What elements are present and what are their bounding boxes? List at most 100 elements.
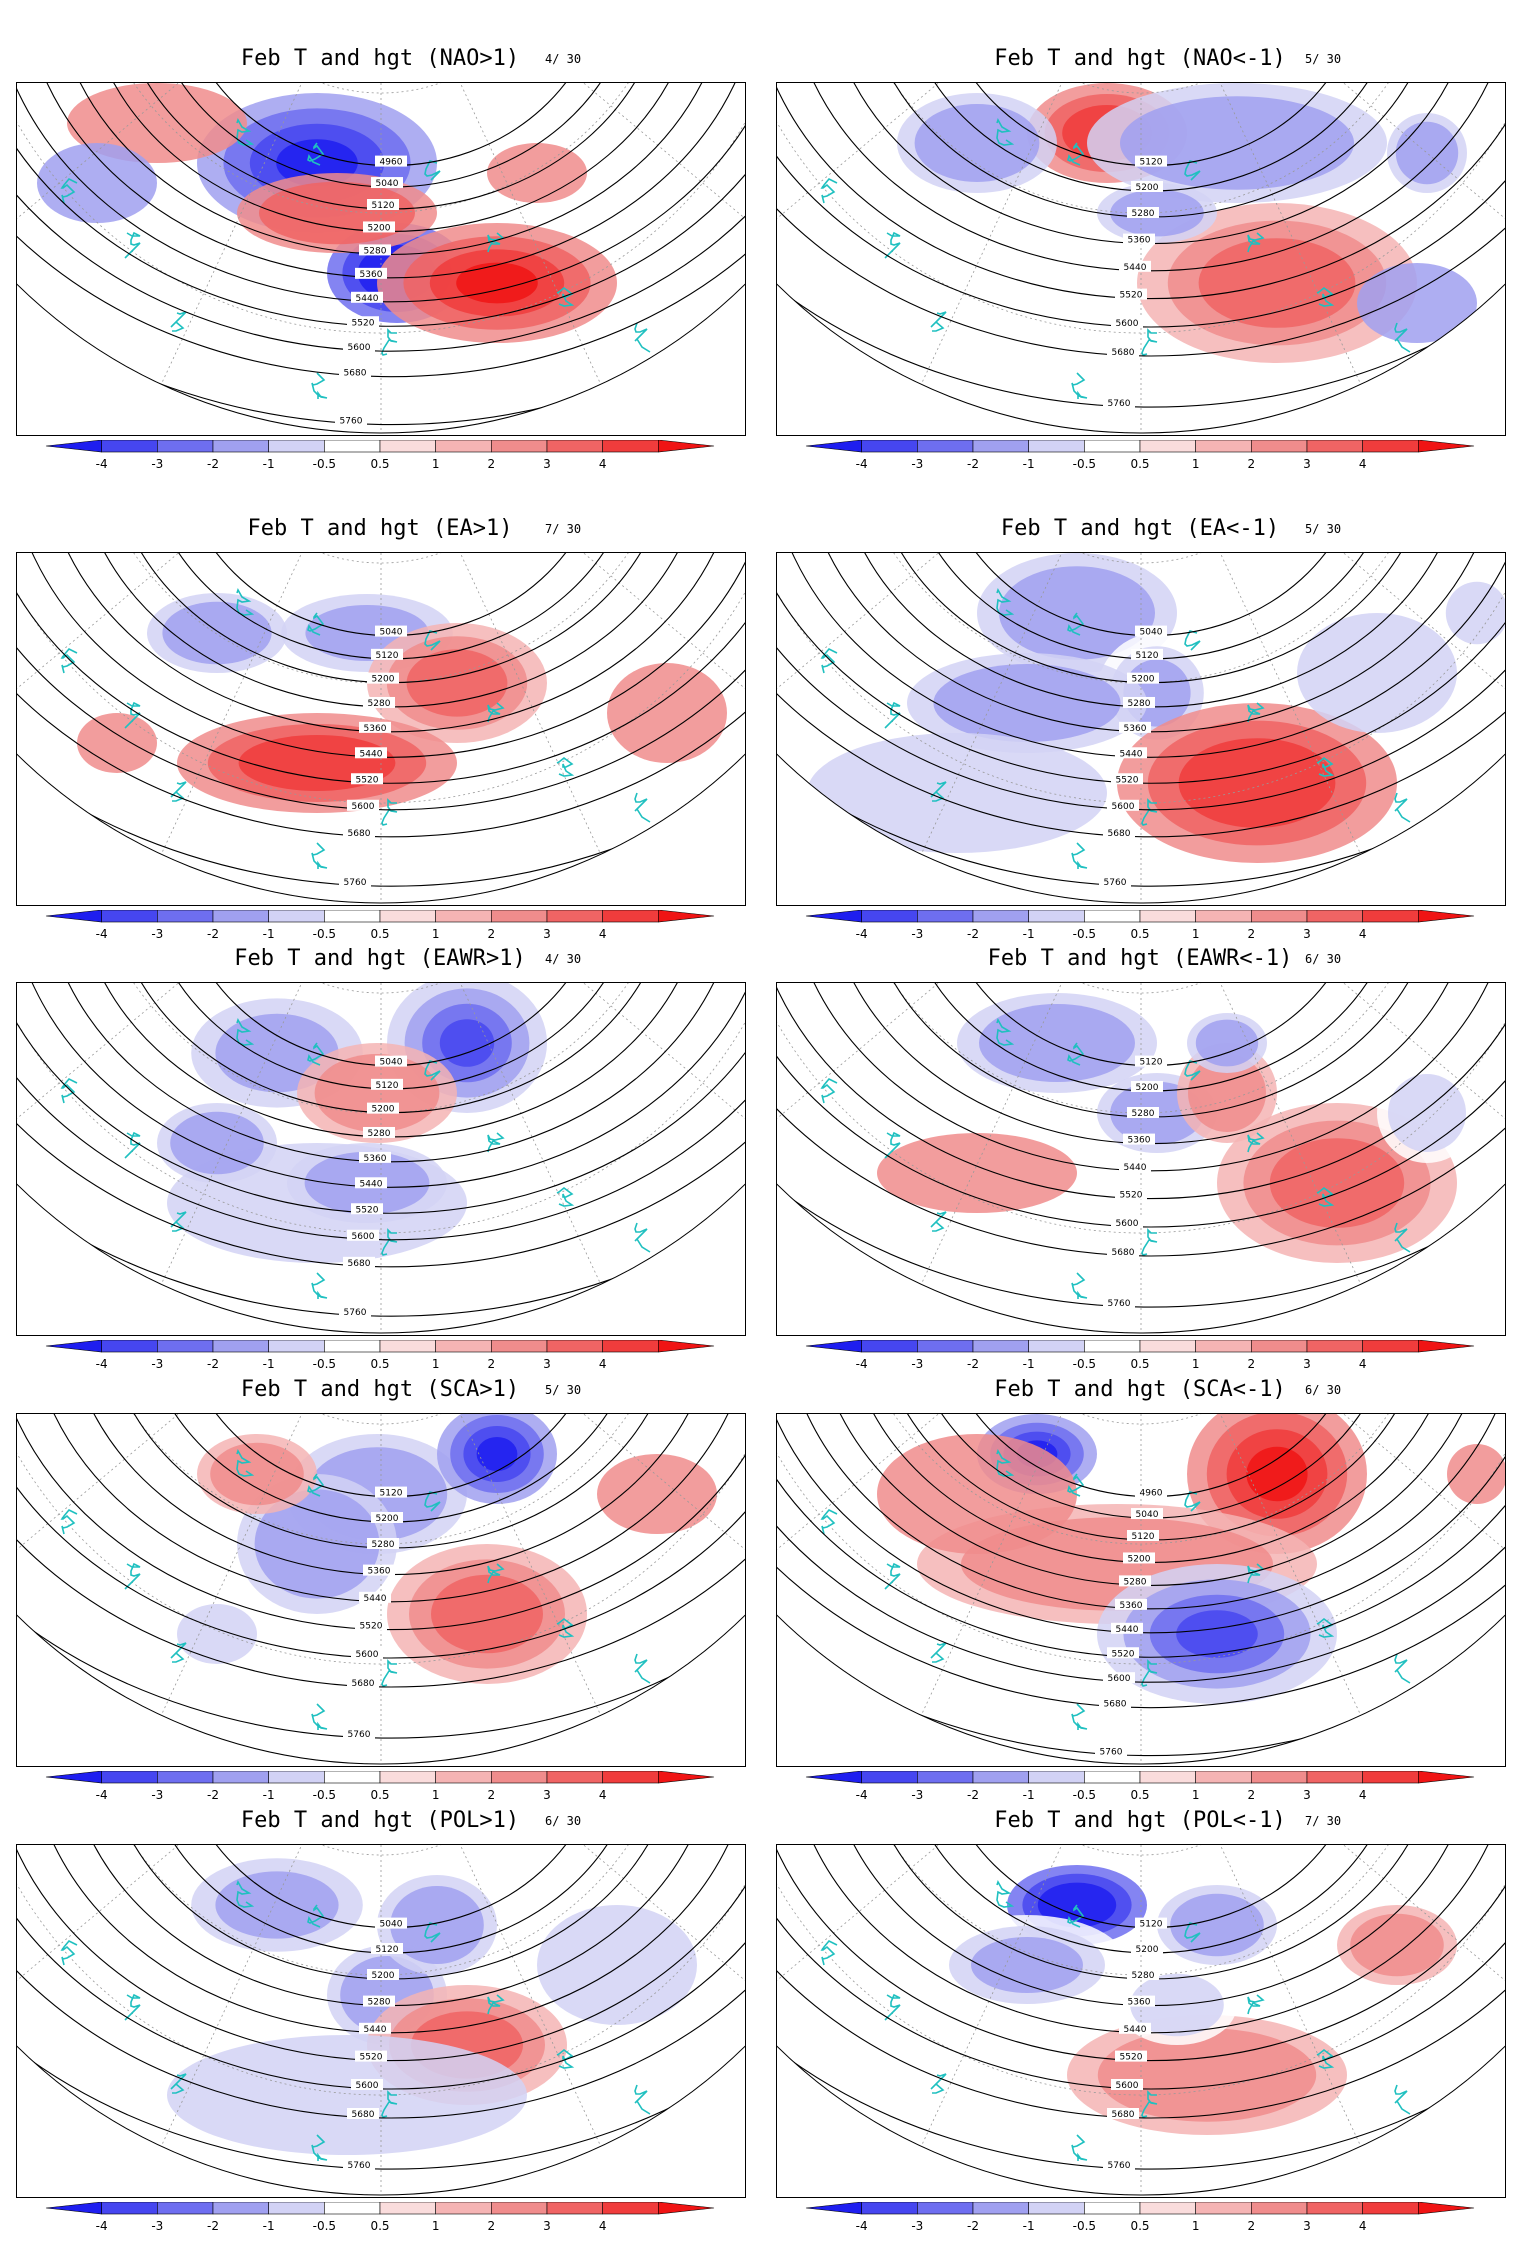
colorbar: -4 -3 -2 -1 -0.5 0.5 1 2 3 4: [16, 2202, 744, 2242]
contour-label: 5760: [1108, 2161, 1131, 2171]
longitude-line: [380, 983, 745, 1199]
colorbar-tick-label: 2: [1248, 2219, 1256, 2233]
contour-label-bg: [359, 2022, 391, 2034]
contour-label-bg: [1103, 826, 1135, 838]
contour-label-bg: [375, 1486, 407, 1498]
contour-label-bg: [347, 2108, 379, 2119]
contour-label: 5120: [376, 1945, 399, 1955]
contour-label-bg: [1135, 1055, 1167, 1067]
colorbar-swatch: [602, 1340, 659, 1353]
colorbar-swatch: [268, 1340, 325, 1353]
height-contour: [777, 983, 1505, 1228]
contour-label-bg: [1135, 625, 1167, 637]
colorbar-swatch: [1028, 1340, 1085, 1353]
coastline: [1247, 1994, 1265, 2015]
colorbar-swatch: [324, 2202, 381, 2215]
map-panel-eawr-negative: Feb T and hgt (EAWR<-1) 6/ 30 5120 5200 52…: [760, 938, 1520, 1384]
map-area: 4960 5040 5120 5200 5280 5360 5440 5520 5600 5680…: [776, 1413, 1506, 1767]
colorbar-swatch: [45, 2202, 102, 2215]
anomaly-region: [406, 649, 508, 717]
colorbar-tick-label: -3: [151, 927, 163, 941]
contour-label-bg: [347, 316, 379, 328]
height-contour: [777, 553, 1505, 838]
longitude-line: [887, 83, 1142, 433]
contour-label-bg: [1119, 260, 1151, 272]
map-boundary: [17, 753, 745, 904]
colorbar-tick-label: -4: [856, 2219, 868, 2233]
coastline: [381, 798, 398, 826]
colorbar: -4 -3 -2 -1 -0.5 0.5 1 2 3 4: [776, 910, 1504, 950]
colorbar: -4 -3 -2 -1 -0.5 0.5 1 2 3 4: [16, 1771, 744, 1811]
colorbar-swatch: [268, 2202, 325, 2215]
coastline: [1071, 1272, 1088, 1299]
contour-label-bg: [1131, 181, 1163, 192]
contour-label-bg: [363, 221, 395, 233]
colorbar: -4 -3 -2 -1 -0.5 0.5 1 2 3 4: [776, 1771, 1504, 1811]
colorbar-swatch: [917, 440, 974, 453]
longitude-line: [380, 1414, 635, 1764]
colorbar-swatch: [658, 1771, 715, 1784]
contour-label: 5760: [1108, 1299, 1131, 1309]
contour-label: 5440: [1124, 1163, 1147, 1173]
colorbar-tick-label: 4: [1359, 927, 1367, 941]
contour-label-bg: [1127, 1969, 1159, 1980]
contour-label-bg: [1123, 1552, 1155, 1564]
coastline: [556, 1617, 575, 1638]
colorbar-tick-label: 4: [1359, 1357, 1367, 1371]
colorbar-swatch: [658, 2202, 715, 2215]
contour-label: 5200: [372, 1971, 395, 1981]
coastline: [1184, 1922, 1201, 1943]
map-boundary: [777, 753, 1505, 904]
coastline: [1316, 2048, 1335, 2069]
colorbar-swatch: [157, 2202, 214, 2215]
colorbar-tick-label: -1: [1023, 1788, 1035, 1802]
map-panel-nao-positive: Feb T and hgt (NAO>1) 4/ 30 4960 5040 5120…: [0, 38, 760, 484]
anomaly-region: [476, 1437, 518, 1471]
colorbar-swatch: [212, 2202, 269, 2215]
contour-label-bg: [359, 244, 391, 256]
anomaly-region: [210, 1442, 304, 1506]
coastline: [1394, 2084, 1411, 2115]
contour-label-bg: [339, 366, 371, 378]
panel-header: Feb T and hgt (EAWR<-1) 6/ 30: [760, 938, 1520, 978]
coastline: [236, 118, 255, 146]
contour-label-bg: [347, 1677, 379, 1688]
height-contour: [777, 553, 1505, 811]
anomaly-region: [597, 1454, 717, 1534]
contour-label: 5600: [1116, 319, 1139, 329]
contour-label-bg: [359, 1591, 391, 1603]
height-contour: [777, 83, 1505, 328]
coastline: [820, 1509, 838, 1535]
anomaly-region: [167, 2035, 527, 2155]
contour-label: 5680: [1104, 1700, 1127, 1710]
contour-label: 5600: [352, 1232, 375, 1242]
contour-label: 5600: [356, 2081, 379, 2091]
contour-label-bg: [371, 177, 403, 189]
colorbar-tick-label: 3: [1303, 1357, 1311, 1371]
contour-label-bg: [1111, 1622, 1143, 1634]
contour-label-bg: [363, 1995, 395, 2007]
colorbar-swatch: [435, 1340, 492, 1353]
coastline: [487, 1563, 505, 1584]
contour-label-bg: [1107, 1647, 1139, 1659]
coastline: [1247, 232, 1265, 253]
colorbar-swatch: [546, 1340, 603, 1353]
contour-label: 5440: [1124, 263, 1147, 273]
contour-label: 5680: [352, 2110, 375, 2120]
panel-title: Feb T and hgt (SCA>1): [240, 1377, 520, 1402]
coastline: [556, 756, 575, 777]
colorbar: -4 -3 -2 -1 -0.5 0.5 1 2 3 4: [776, 1340, 1504, 1380]
contour-label: 5280: [1132, 1971, 1155, 1981]
contour-label: 5440: [364, 2025, 387, 2035]
anomaly-region: [914, 104, 1040, 182]
colorbar-swatch: [1362, 1340, 1419, 1353]
colorbar: -4 -3 -2 -1 -0.5 0.5 1 2 3 4: [776, 440, 1504, 480]
height-contour: [17, 1414, 745, 1688]
map-panel-ea-positive: Feb T and hgt (EA>1) 7/ 30 5040 5120 5200 5…: [0, 508, 760, 954]
coastline: [996, 1880, 1015, 1908]
longitude-line: [380, 1845, 745, 2061]
coastline: [930, 781, 947, 802]
height-contour: [17, 1414, 745, 1659]
colorbar-swatch: [1195, 910, 1252, 923]
contour-label-bg: [1103, 1297, 1135, 1309]
